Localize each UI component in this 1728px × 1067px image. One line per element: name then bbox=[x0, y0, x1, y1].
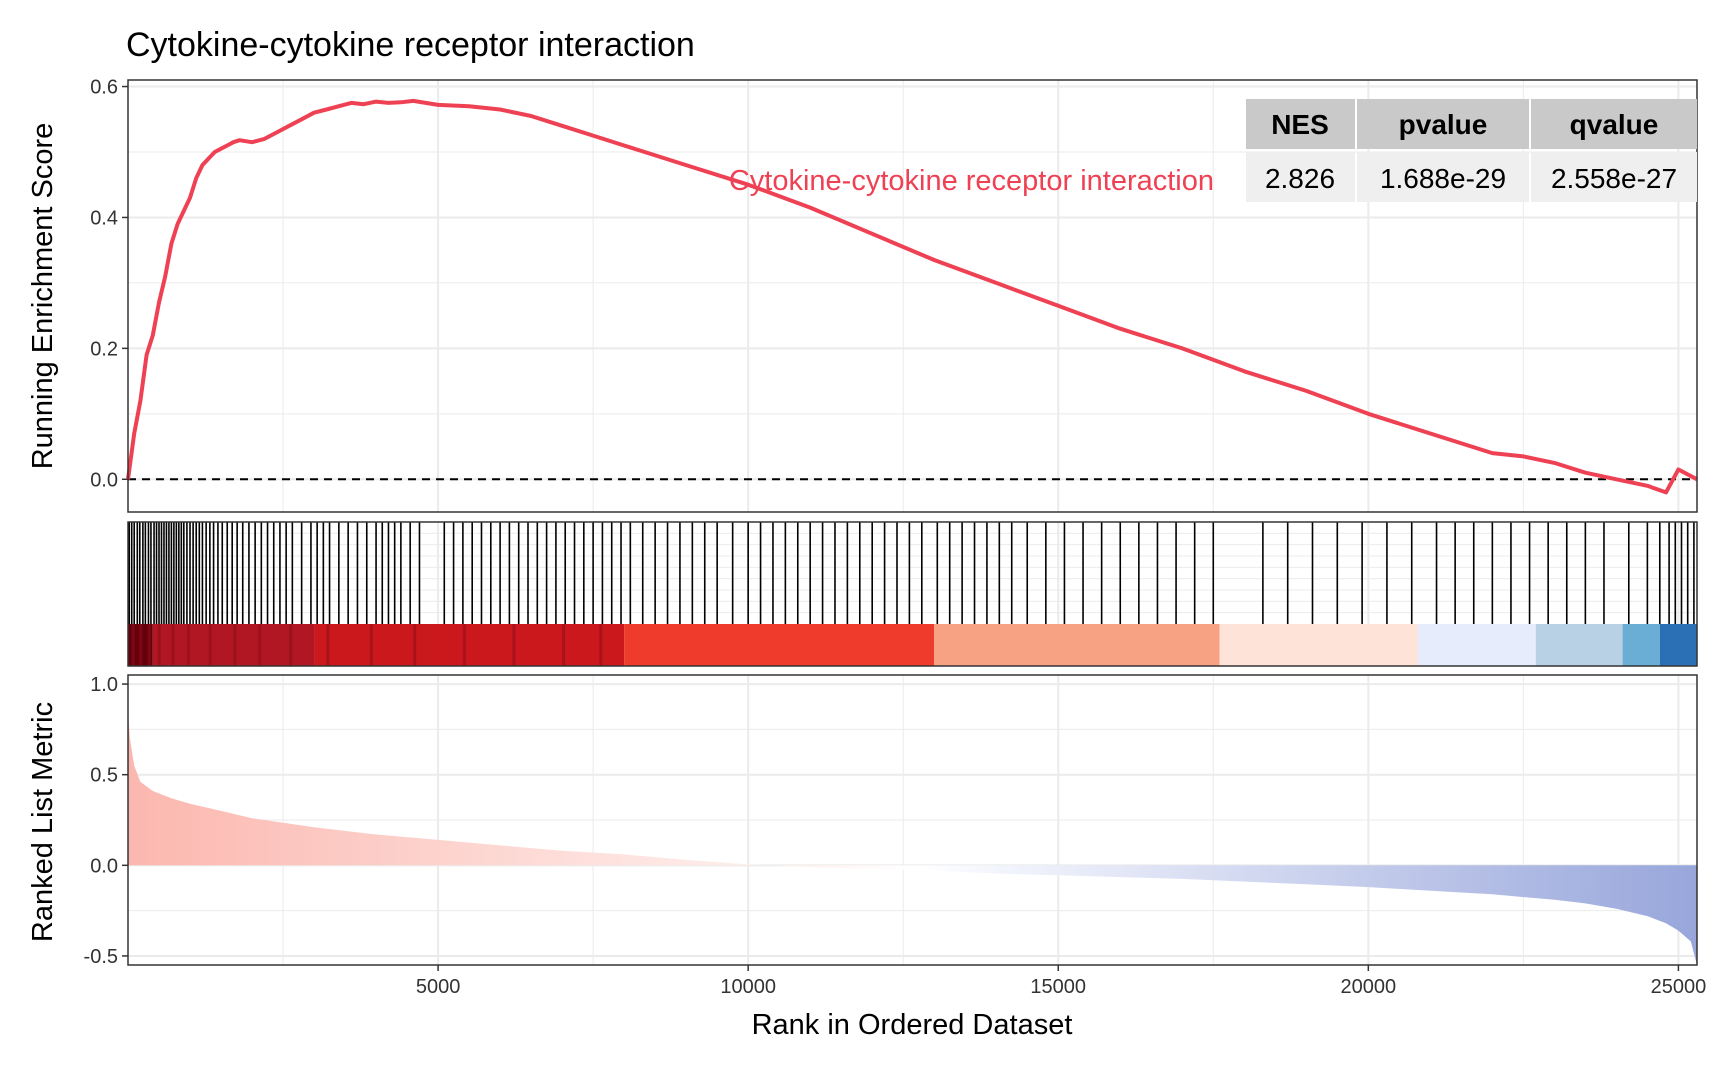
metric-y-ticks: -0.5 0.0 0.5 1.0 bbox=[84, 674, 128, 968]
x-tick-label: 10000 bbox=[720, 976, 776, 998]
gene-hits-panel-border bbox=[127, 521, 1698, 667]
heat-band bbox=[314, 624, 625, 666]
metric-y-tick-label: 1.0 bbox=[90, 674, 118, 696]
enrichment-y-tick-label: 0.2 bbox=[90, 338, 118, 360]
legend-series-label: Cytokine-cytokine receptor interaction bbox=[729, 165, 1214, 197]
heat-streak bbox=[208, 624, 212, 666]
table-cell-bg-qvalue bbox=[1531, 152, 1697, 202]
heat-streak bbox=[258, 624, 262, 666]
heat-streak bbox=[186, 624, 190, 666]
x-axis-label: Rank in Ordered Dataset bbox=[752, 1009, 1073, 1041]
table-header-qvalue: qvalue bbox=[1570, 109, 1659, 140]
heat-streak bbox=[369, 624, 373, 666]
gene-hits-grid bbox=[128, 522, 1697, 624]
heat-streak bbox=[147, 624, 151, 666]
table-header-pvalue: pvalue bbox=[1399, 109, 1488, 140]
table-value-qvalue: 2.558e-27 bbox=[1551, 163, 1677, 194]
metric-panel-border bbox=[127, 674, 1698, 966]
x-tick-label: 20000 bbox=[1341, 976, 1397, 998]
heat-streak bbox=[599, 624, 603, 666]
enrichment-panel-border bbox=[127, 79, 1698, 513]
x-tick-label: 5000 bbox=[416, 976, 461, 998]
metric-y-axis-label: Ranked List Metric bbox=[27, 702, 59, 942]
running-enrichment-line bbox=[126, 98, 1698, 495]
ranked-metric-area bbox=[128, 711, 1697, 965]
ranking-heat-bar bbox=[128, 624, 1697, 666]
table-cell-bg-nes bbox=[1246, 152, 1355, 202]
heat-streak bbox=[171, 624, 175, 666]
x-tick-label: 15000 bbox=[1030, 976, 1086, 998]
heat-streak bbox=[139, 624, 143, 666]
heat-streak bbox=[512, 624, 516, 666]
enrichment-y-axis-label: Running Enrichment Score bbox=[27, 123, 59, 470]
heat-band bbox=[1659, 624, 1697, 666]
enrichment-y-tick-label: 0.6 bbox=[90, 77, 118, 99]
enrichment-y-tick-label: 0.0 bbox=[90, 469, 118, 491]
heat-band bbox=[1535, 624, 1623, 666]
heat-streak bbox=[233, 624, 237, 666]
heat-band bbox=[624, 624, 935, 666]
heat-streak bbox=[562, 624, 566, 666]
chart-title: Cytokine-cytokine receptor interaction bbox=[126, 26, 695, 64]
enrichment-y-ticks: 0.0 0.2 0.4 0.6 bbox=[90, 77, 128, 491]
metric-grid bbox=[128, 675, 1697, 965]
metric-panel: -0.5 0.0 0.5 1.0 Ranked List Metric bbox=[27, 674, 1698, 968]
table-cell-bg-pvalue bbox=[1357, 152, 1529, 202]
metric-y-tick-label: 0.0 bbox=[90, 855, 118, 877]
table-value-nes: 2.826 bbox=[1265, 163, 1335, 194]
table-value-pvalue: 1.688e-29 bbox=[1380, 163, 1506, 194]
metric-y-tick-label: -0.5 bbox=[84, 946, 118, 968]
heat-band bbox=[934, 624, 1220, 666]
x-tick-label: 25000 bbox=[1651, 976, 1707, 998]
x-axis-ticks: 5000 10000 15000 20000 25000 bbox=[416, 965, 1706, 998]
gene-hit-lines bbox=[128, 522, 1695, 624]
enrichment-y-tick-label: 0.4 bbox=[90, 207, 118, 229]
heat-band bbox=[1622, 624, 1660, 666]
heat-streak bbox=[326, 624, 330, 666]
table-header-bg-nes bbox=[1246, 99, 1355, 149]
heat-band bbox=[1417, 624, 1536, 666]
stats-table: Cytokine-cytokine receptor interaction N… bbox=[729, 99, 1697, 202]
table-header-bg-pvalue bbox=[1357, 99, 1529, 149]
table-header-nes: NES bbox=[1271, 109, 1329, 140]
heat-band bbox=[1219, 624, 1418, 666]
gene-hits-panel bbox=[127, 521, 1698, 667]
heat-streak bbox=[131, 624, 135, 666]
table-header-bg-qvalue bbox=[1531, 99, 1697, 149]
heat-streak bbox=[462, 624, 466, 666]
metric-y-tick-label: 0.5 bbox=[90, 765, 118, 787]
heat-streak bbox=[157, 624, 161, 666]
heat-streak bbox=[289, 624, 293, 666]
heat-streak bbox=[413, 624, 417, 666]
